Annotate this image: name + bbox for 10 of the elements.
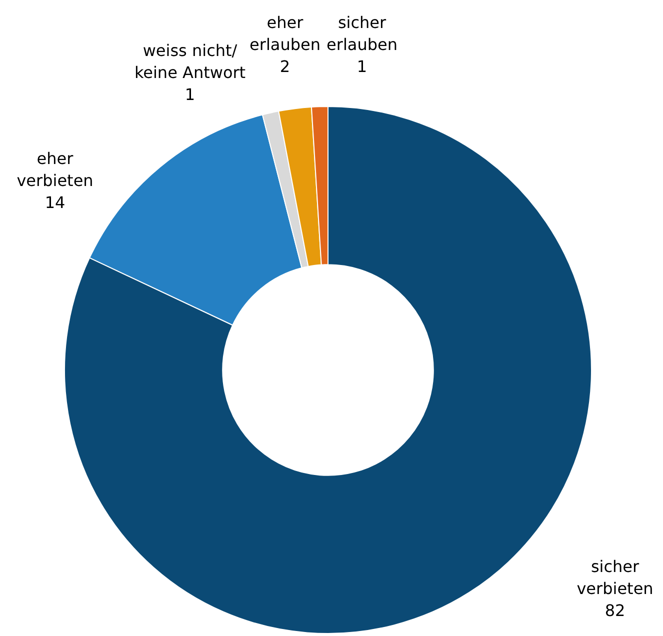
slice-label: eher verbieten (16, 149, 94, 190)
data-label: 82 (604, 601, 626, 620)
data-label: 1 (184, 85, 196, 104)
slice-label: eher erlauben (250, 13, 320, 54)
data-label: 1 (356, 57, 368, 76)
slice-label: sicher erlauben (326, 13, 398, 54)
slice-label: weiss nicht/ keine Antwort (134, 41, 246, 82)
data-label: 2 (280, 57, 290, 76)
slice-label: sicher verbieten (576, 557, 654, 598)
data-label: 14 (44, 193, 66, 212)
